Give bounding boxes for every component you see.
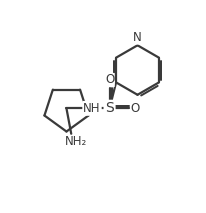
Text: N: N — [133, 31, 142, 44]
Text: NH₂: NH₂ — [65, 135, 87, 148]
Text: S: S — [105, 101, 114, 115]
Text: NH: NH — [83, 102, 101, 115]
Text: O: O — [105, 73, 114, 86]
Text: O: O — [131, 102, 140, 115]
